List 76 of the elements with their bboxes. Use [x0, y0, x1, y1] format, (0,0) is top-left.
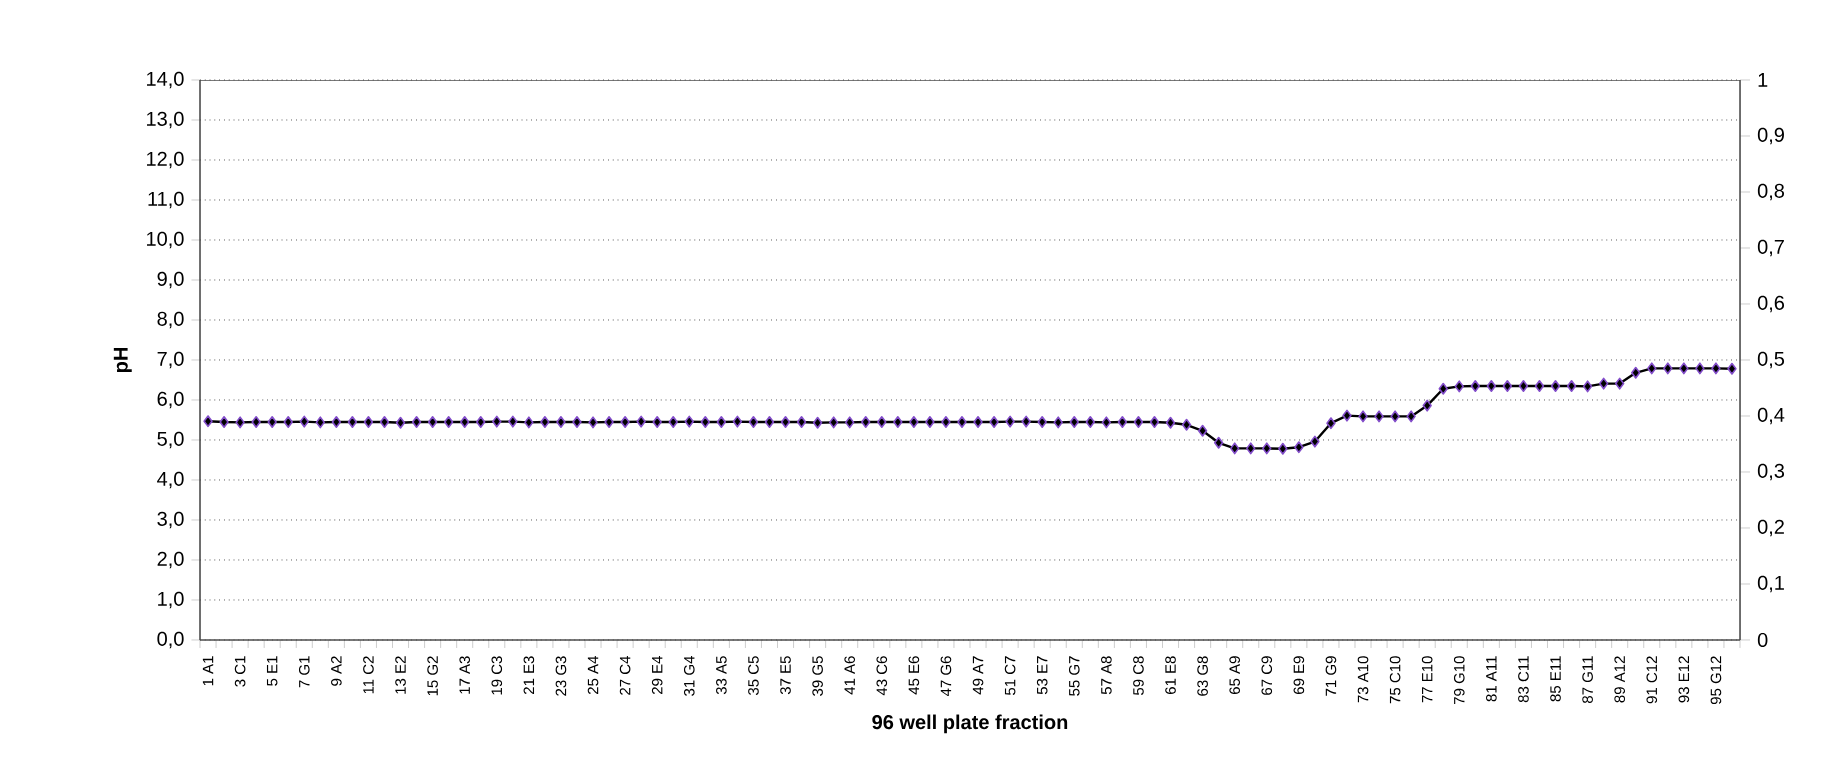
y-tick-label: 3,0 — [157, 511, 184, 529]
x-tick-label: 23 G3 — [555, 656, 567, 696]
x-tick-label: 47 G6 — [940, 656, 952, 697]
x-tick-label: 59 C8 — [1133, 656, 1144, 696]
y-tick-label: 4,0 — [157, 471, 184, 489]
y-tick-label: 6,0 — [157, 391, 184, 409]
x-tick-label: 63 G8 — [1197, 656, 1208, 696]
x-tick-label: 91 C12 — [1646, 656, 1658, 704]
x-tick-label: 33 A5 — [716, 656, 727, 695]
x-tick-label: 77 E10 — [1421, 656, 1433, 703]
y-tick-label: 10,0 — [147, 231, 184, 249]
x-tick-label: 27 C4 — [619, 656, 631, 695]
x-tick-label: 5 E1 — [266, 656, 278, 686]
y-tick-label: 13,0 — [147, 111, 184, 129]
x-tick-label: 49 A7 — [972, 656, 984, 695]
y2-tick-label: 0,7 — [1757, 239, 1784, 257]
x-tick-label: 29 E4 — [651, 656, 663, 695]
y-tick-label: 2,0 — [157, 551, 184, 569]
y-tick-label: 14,0 — [147, 71, 184, 89]
y2-tick-label: 0,1 — [1757, 575, 1784, 593]
y2-tick-label: 0,4 — [1757, 407, 1785, 425]
x-tick-label: 3 C1 — [234, 656, 246, 687]
x-tick-label: 43 C6 — [876, 656, 888, 696]
y2-tick-label: 1 — [1758, 73, 1768, 87]
y-tick-label: 5,0 — [157, 431, 184, 449]
x-tick-label: 93 E12 — [1678, 656, 1690, 703]
y-tick-label: 8,0 — [157, 311, 184, 329]
x-tick-label: 41 A6 — [844, 656, 856, 695]
x-tick-label: 35 C5 — [748, 656, 759, 696]
x-tick-label: 21 E3 — [523, 656, 535, 695]
y-tick-label: 9,0 — [157, 271, 184, 289]
y-tick-label: 7,0 — [157, 351, 184, 369]
x-tick-label: 19 C3 — [491, 656, 503, 695]
x-tick-label: 45 E6 — [908, 656, 920, 695]
x-tick-label: 83 C11 — [1518, 656, 1529, 703]
y-tick-label: 1,0 — [158, 591, 184, 609]
x-tick-label: 15 G2 — [427, 656, 438, 696]
x-tick-label: 71 G9 — [1325, 656, 1337, 696]
y2-tick-label: 0,3 — [1757, 463, 1785, 481]
x-tick-label: 17 A3 — [459, 656, 471, 694]
y2-tick-label: 0 — [1757, 632, 1768, 648]
y2-tick-label: 0,8 — [1757, 183, 1785, 201]
x-tick-label: 57 A8 — [1101, 656, 1112, 695]
x-tick-label: 61 E8 — [1165, 656, 1176, 695]
x-tick-label: 87 G11 — [1582, 656, 1593, 704]
x-tick-label: 13 E2 — [395, 656, 406, 694]
y2-tick-label: 0,6 — [1757, 295, 1785, 313]
x-axis-title: 96 well plate fraction — [872, 714, 1068, 734]
y2-tick-label: 0,9 — [1757, 127, 1784, 145]
x-tick-label: 79 G10 — [1453, 656, 1465, 705]
x-tick-label: 11 C2 — [363, 656, 374, 694]
x-tick-label: 73 A10 — [1357, 656, 1369, 703]
x-tick-label: 31 G4 — [683, 656, 695, 696]
x-tick-label: 51 C7 — [1004, 656, 1016, 696]
x-tick-label: 65 A9 — [1229, 656, 1241, 695]
x-tick-label: 69 E9 — [1293, 656, 1305, 695]
y-tick-label: 12,0 — [147, 151, 184, 169]
x-tick-label: 25 A4 — [587, 656, 599, 695]
x-tick-label: 81 A11 — [1486, 656, 1497, 702]
x-tick-label: 1 A1 — [202, 656, 214, 686]
x-tick-label: 7 G1 — [298, 656, 310, 688]
y-tick-label: 0,0 — [157, 631, 184, 649]
y2-tick-label: 0,2 — [1757, 519, 1784, 537]
x-tick-label: 85 E11 — [1550, 656, 1561, 702]
y2-tick-label: 0,5 — [1757, 351, 1785, 369]
x-tick-label: 89 A12 — [1614, 656, 1626, 703]
y-axis-title: pH — [113, 347, 132, 372]
y-tick-label: 11,0 — [148, 191, 184, 209]
x-tick-label: 95 G12 — [1710, 656, 1722, 705]
x-tick-label: 67 C9 — [1261, 656, 1273, 695]
x-tick-label: 75 C10 — [1389, 656, 1401, 704]
x-tick-label: 39 G5 — [812, 656, 823, 696]
x-tick-label: 55 G7 — [1068, 656, 1080, 696]
x-tick-label: 9 A2 — [331, 656, 342, 686]
x-tick-label: 53 E7 — [1036, 656, 1048, 695]
x-tick-label: 37 E5 — [780, 656, 791, 695]
